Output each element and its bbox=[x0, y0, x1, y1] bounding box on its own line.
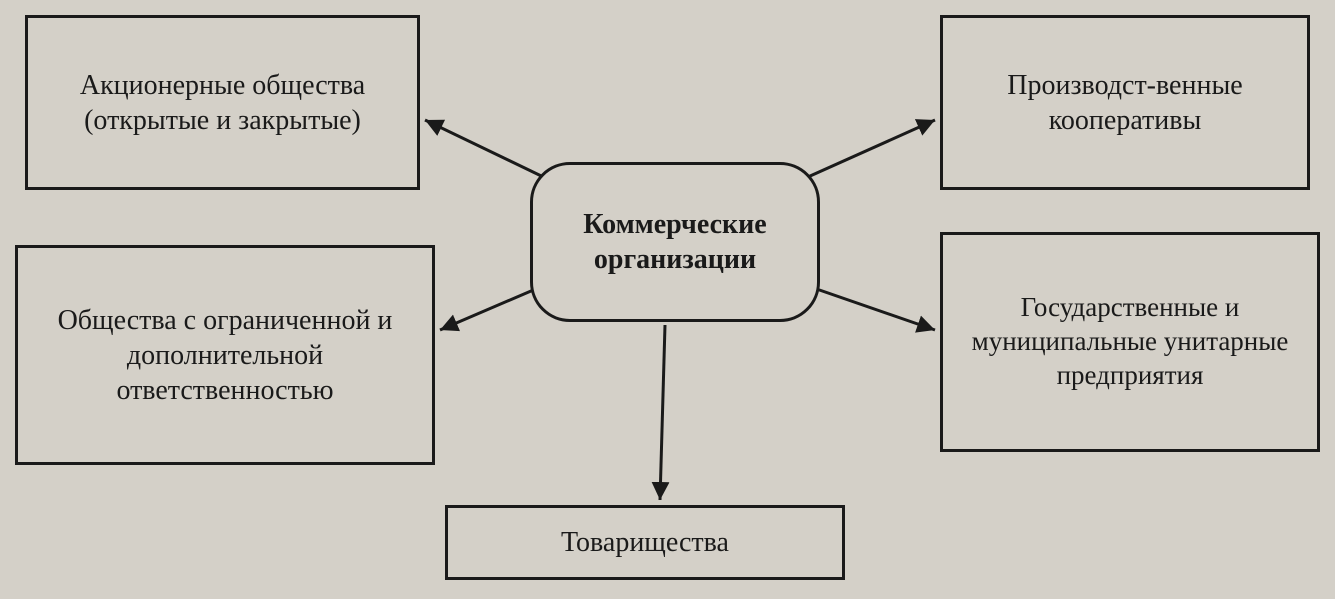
node-mid-left: Общества с ограниченной и дополнительной… bbox=[15, 245, 435, 465]
node-bottom: Товарищества bbox=[445, 505, 845, 580]
node-top-left: Акционерные общества (открытые и закрыты… bbox=[25, 15, 420, 190]
node-label: Государственные и муниципальные унитарны… bbox=[953, 291, 1307, 392]
node-top-right: Производст-венные кооперативы bbox=[940, 15, 1310, 190]
node-label: Общества с ограниченной и дополнительной… bbox=[28, 303, 422, 408]
node-label: Акционерные общества (открытые и закрыты… bbox=[38, 68, 407, 138]
edge-center-to-bottom bbox=[660, 325, 665, 500]
edge-center-to-mid-right bbox=[805, 285, 935, 330]
edge-center-to-top-right bbox=[790, 120, 935, 185]
edge-center-to-mid-left bbox=[440, 285, 545, 330]
center-node-label: Коммерческие организации bbox=[543, 207, 807, 277]
node-label: Производст-венные кооперативы bbox=[953, 68, 1297, 138]
node-mid-right: Государственные и муниципальные унитарны… bbox=[940, 232, 1320, 452]
node-label: Товарищества bbox=[561, 525, 729, 560]
center-node-commercial-organizations: Коммерческие организации bbox=[530, 162, 820, 322]
